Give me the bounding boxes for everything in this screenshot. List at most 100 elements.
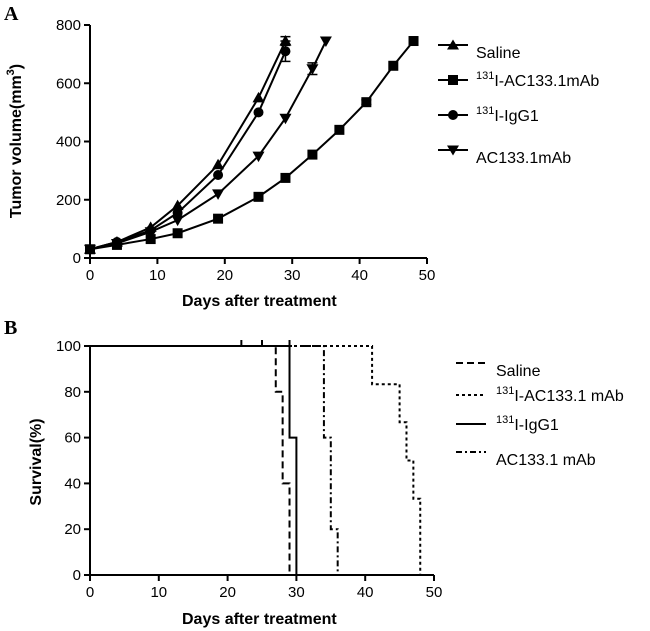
panel-b-x-tick-label: 50 [426, 584, 443, 601]
data-point [171, 215, 184, 227]
series-triangle-down [84, 36, 332, 256]
data-point [212, 189, 225, 200]
panel-a-y-ticks: 0 200 400 600 800 [56, 17, 90, 267]
data-point [408, 36, 419, 47]
legend-a-saline-label: Saline [476, 45, 521, 62]
series-line [89, 50, 287, 251]
data-point [213, 213, 224, 224]
data-point [280, 172, 291, 183]
panel-a-x-axis-title: Days after treatment [182, 293, 337, 310]
panel-a-x-tick-label: 20 [216, 267, 233, 284]
survival-series [90, 345, 422, 575]
data-point [334, 124, 345, 135]
panel-b-y-tick-label: 100 [56, 338, 81, 355]
survival-curve [90, 345, 422, 575]
square-marker-icon [448, 75, 458, 85]
data-point [252, 151, 265, 163]
data-point [172, 228, 183, 239]
panel-a-x-tick-label: 40 [351, 267, 368, 284]
data-point [253, 191, 264, 202]
panel-a-x-tick-label: 10 [149, 267, 166, 284]
legend-a-131i-igg1: 131I-IgG1 [438, 105, 539, 125]
triangle-down-marker-icon [447, 145, 459, 156]
panel-a-x-tick-label: 50 [419, 267, 436, 284]
data-point [172, 207, 183, 218]
panel-b-x-tick-label: 40 [357, 584, 374, 601]
survival-curve [90, 345, 297, 576]
legend-a-131i-igg1-label: 131I-IgG1 [476, 105, 539, 125]
panel-b-y-tick-label: 60 [64, 430, 81, 447]
data-point [306, 64, 319, 75]
panel-a-y-tick-label: 600 [56, 75, 81, 92]
data-point [253, 107, 264, 118]
panel-b-x-tick-label: 20 [219, 584, 236, 601]
data-point [110, 238, 123, 250]
panel-a-x-tick-label: 30 [284, 267, 301, 284]
panel-b-y-axis-title: Survival(%) [28, 418, 45, 505]
circle-marker-icon [448, 110, 458, 120]
survival-curve [90, 345, 339, 575]
legend-b-131i-igg1: 131I-IgG1 [456, 414, 559, 434]
data-point [388, 60, 399, 71]
legend-a-ac133: AC133.1mAb [438, 145, 571, 167]
panel-a-y-tick-label: 800 [56, 17, 81, 34]
series-circle [85, 40, 291, 255]
data-point [307, 149, 318, 160]
panel-a-y-tick-label: 200 [56, 192, 81, 209]
legend-b-ac133-label: AC133.1 mAb [496, 452, 596, 469]
legend-b-saline: Saline [456, 362, 541, 380]
panel-a-legend: Saline 131I-AC133.1mAb 131I-IgG1 AC133.1… [438, 39, 599, 167]
series-line [89, 40, 327, 251]
survival-curve [90, 345, 298, 575]
data-point [361, 97, 372, 108]
series-line [89, 40, 415, 251]
triangle-up-marker-icon [447, 39, 459, 50]
panel-b-y-tick-label: 20 [64, 521, 81, 538]
data-point [171, 199, 184, 211]
panel-a-y-tick-label: 400 [56, 134, 81, 151]
data-point [145, 234, 156, 245]
legend-a-saline: Saline [438, 39, 521, 62]
survival-series [90, 345, 339, 575]
panel-a-y-axis-title: Tumor volume(mm3) [5, 64, 25, 218]
data-point [279, 113, 292, 125]
panel-b-series [90, 340, 422, 576]
panel-a-letter: A [4, 3, 19, 25]
legend-b-131i-igg1-label: 131I-IgG1 [496, 414, 559, 434]
panel-b-y-tick-label: 40 [64, 475, 81, 492]
panel-a-x-tick-label: 0 [86, 267, 94, 284]
series-triangle-up [84, 35, 292, 254]
data-point [319, 36, 332, 48]
data-point [212, 158, 225, 170]
panel-b-x-axis-title: Days after treatment [182, 611, 337, 628]
data-point [144, 227, 157, 238]
panel-b-x-tick-label: 30 [288, 584, 305, 601]
panel-b-legend: Saline 131I-AC133.1 mAb 131I-IgG1 AC133.… [456, 362, 624, 469]
series-square [85, 36, 419, 255]
legend-b-saline-label: Saline [496, 363, 541, 380]
panel-b-y-tick-label: 0 [73, 567, 81, 584]
panel-a-series [84, 35, 419, 256]
survival-series [90, 340, 298, 575]
panel-b: B 0 20 40 60 80 100 0 10 20 30 40 50 Days after tr… [4, 317, 624, 628]
legend-b-ac133: AC133.1 mAb [456, 451, 596, 469]
data-point [213, 169, 224, 180]
panel-b-x-tick-label: 10 [150, 584, 167, 601]
series-line [89, 40, 287, 251]
panel-b-y-ticks: 0 20 40 60 80 100 [56, 338, 90, 584]
panel-b-letter: B [4, 317, 17, 339]
panel-b-y-tick-label: 80 [64, 384, 81, 401]
survival-series [90, 340, 297, 576]
data-point [252, 91, 265, 103]
data-point [84, 244, 96, 256]
legend-b-131i-ac133: 131I-AC133.1 mAb [456, 385, 624, 405]
panel-b-x-ticks: 0 10 20 30 40 50 [86, 575, 443, 601]
legend-b-131i-ac133-label: 131I-AC133.1 mAb [496, 385, 624, 405]
panel-a: A 0 200 400 600 800 0 10 20 30 40 50 Days after t… [4, 3, 599, 310]
panel-a-y-tick-label: 0 [73, 250, 81, 267]
panel-b-x-tick-label: 0 [86, 584, 94, 601]
legend-a-131i-ac133-label: 131I-AC133.1mAb [476, 70, 599, 90]
data-point [280, 46, 291, 57]
legend-a-ac133-label: AC133.1mAb [476, 150, 571, 167]
